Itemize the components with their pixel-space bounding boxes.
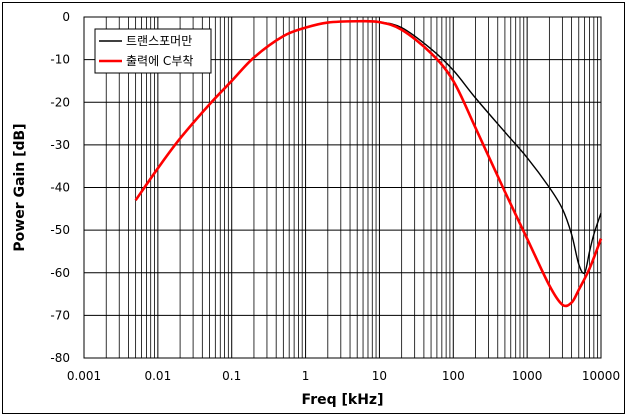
x-tick-labels: 0.001 0.01 0.1 1 10 100 1000 10000: [67, 369, 620, 383]
legend-label-output-c: 출력에 C부착: [126, 54, 193, 68]
y-tick-label: -50: [50, 223, 70, 237]
y-tick-label: -40: [50, 181, 70, 195]
x-axis-label: Freq [kHz]: [302, 392, 384, 408]
x-tick-label: 100: [442, 369, 465, 383]
y-tick-label: -10: [50, 53, 70, 67]
legend: 트랜스포머만 출력에 C부착: [94, 28, 212, 74]
x-tick-label: 0.001: [67, 369, 101, 383]
x-tick-label: 10: [372, 369, 387, 383]
y-axis-label: Power Gain [dB]: [12, 123, 28, 251]
series-layer: [134, 19, 603, 308]
y-tick-label: -80: [50, 351, 70, 365]
series-output-c-line: [134, 19, 603, 308]
legend-box: [94, 28, 212, 74]
x-tick-label: 1000: [512, 369, 543, 383]
legend-label-transformer: 트랜스포머만: [126, 34, 192, 48]
x-tick-label: 0.1: [222, 369, 241, 383]
y-tick-label: -60: [50, 266, 70, 280]
y-tick-labels: 0 -10 -20 -30 -40 -50 -60 -70 -80: [50, 10, 70, 365]
y-tick-label: -70: [50, 308, 70, 322]
y-tick-label: -30: [50, 138, 70, 152]
x-tick-label: 1: [302, 369, 310, 383]
y-tick-label: 0: [62, 10, 70, 24]
x-tick-label: 10000: [582, 369, 620, 383]
y-tick-label: -20: [50, 95, 70, 109]
plot-area: [83, 16, 602, 359]
x-tick-label: 0.01: [144, 369, 171, 383]
